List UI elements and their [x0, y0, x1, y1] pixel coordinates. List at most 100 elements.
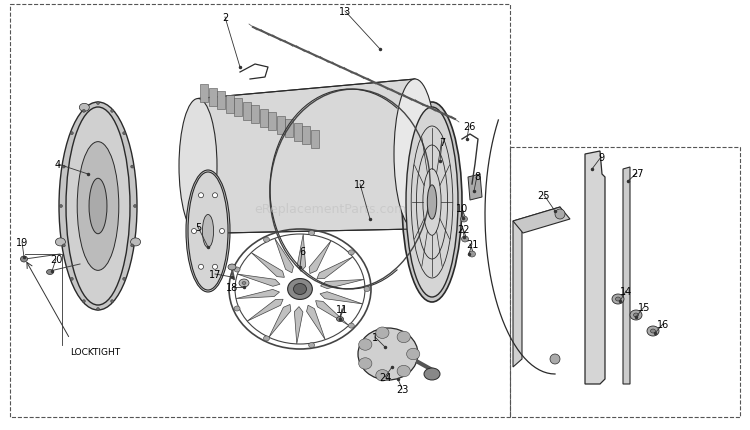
Ellipse shape [288, 279, 312, 300]
Polygon shape [217, 92, 225, 110]
Ellipse shape [80, 104, 89, 112]
Ellipse shape [179, 99, 217, 234]
Polygon shape [623, 168, 630, 384]
Text: 10: 10 [456, 203, 468, 214]
Ellipse shape [199, 264, 203, 270]
Ellipse shape [263, 336, 269, 341]
Ellipse shape [406, 348, 420, 360]
Polygon shape [251, 106, 259, 124]
Polygon shape [295, 307, 303, 344]
Ellipse shape [62, 166, 65, 169]
Polygon shape [316, 301, 349, 326]
Ellipse shape [82, 110, 86, 113]
Ellipse shape [358, 328, 418, 380]
Polygon shape [585, 152, 605, 384]
Ellipse shape [59, 205, 62, 208]
Ellipse shape [97, 102, 100, 105]
Ellipse shape [59, 103, 137, 310]
Ellipse shape [234, 267, 240, 272]
Ellipse shape [130, 166, 134, 169]
Text: 8: 8 [474, 172, 480, 181]
Text: 4: 4 [55, 160, 61, 169]
Ellipse shape [242, 282, 246, 285]
Ellipse shape [77, 142, 118, 271]
Ellipse shape [469, 252, 476, 258]
Ellipse shape [70, 132, 74, 135]
Polygon shape [310, 130, 319, 148]
Ellipse shape [239, 280, 249, 287]
Ellipse shape [191, 229, 196, 234]
Text: 15: 15 [638, 302, 650, 312]
Ellipse shape [20, 256, 28, 262]
Polygon shape [307, 305, 326, 340]
Ellipse shape [337, 317, 344, 322]
Ellipse shape [358, 358, 372, 369]
Polygon shape [513, 208, 565, 367]
Circle shape [555, 209, 565, 219]
Polygon shape [317, 257, 352, 279]
Polygon shape [236, 290, 280, 299]
Ellipse shape [647, 326, 659, 336]
Text: 14: 14 [620, 286, 632, 296]
Text: 11: 11 [336, 304, 348, 314]
Polygon shape [238, 274, 280, 287]
Ellipse shape [630, 310, 642, 320]
Ellipse shape [348, 250, 354, 255]
Ellipse shape [397, 366, 410, 377]
Ellipse shape [376, 370, 389, 381]
Ellipse shape [130, 238, 140, 246]
Polygon shape [226, 95, 233, 113]
Ellipse shape [612, 294, 624, 304]
Ellipse shape [130, 244, 134, 247]
Ellipse shape [616, 297, 620, 301]
Polygon shape [248, 300, 283, 321]
Ellipse shape [263, 238, 269, 243]
Ellipse shape [364, 287, 370, 292]
Ellipse shape [46, 270, 53, 275]
Ellipse shape [66, 108, 130, 305]
Polygon shape [269, 305, 291, 338]
Text: 17: 17 [209, 269, 221, 280]
Circle shape [550, 354, 560, 364]
Ellipse shape [358, 339, 372, 350]
Polygon shape [320, 280, 364, 289]
Ellipse shape [62, 244, 65, 247]
Polygon shape [320, 292, 362, 304]
Ellipse shape [134, 205, 136, 208]
Ellipse shape [234, 306, 240, 311]
Polygon shape [200, 85, 208, 103]
Ellipse shape [111, 110, 114, 113]
Ellipse shape [186, 171, 230, 292]
Text: 26: 26 [463, 122, 476, 132]
Text: 20: 20 [50, 255, 62, 264]
Ellipse shape [461, 237, 469, 243]
Text: 21: 21 [466, 240, 478, 249]
Ellipse shape [309, 231, 315, 236]
Text: 27: 27 [631, 169, 644, 178]
Polygon shape [513, 208, 570, 233]
Ellipse shape [228, 264, 236, 270]
Polygon shape [302, 127, 310, 144]
Polygon shape [293, 123, 302, 141]
Ellipse shape [212, 193, 217, 198]
Text: 25: 25 [538, 190, 550, 200]
Text: 16: 16 [657, 319, 669, 329]
Text: 9: 9 [598, 153, 604, 163]
Ellipse shape [123, 132, 126, 135]
Ellipse shape [212, 264, 217, 270]
Ellipse shape [460, 216, 467, 222]
Text: 13: 13 [339, 7, 351, 17]
Ellipse shape [402, 103, 462, 302]
Ellipse shape [376, 327, 389, 339]
Ellipse shape [123, 278, 126, 281]
Ellipse shape [188, 172, 228, 290]
Polygon shape [260, 109, 268, 127]
Polygon shape [468, 175, 482, 200]
Text: 18: 18 [226, 283, 238, 292]
Text: 6: 6 [299, 246, 305, 256]
Text: 2: 2 [222, 13, 228, 23]
Text: 24: 24 [379, 372, 392, 382]
Text: 7: 7 [439, 138, 446, 147]
Polygon shape [274, 239, 293, 273]
Text: 23: 23 [396, 384, 408, 394]
